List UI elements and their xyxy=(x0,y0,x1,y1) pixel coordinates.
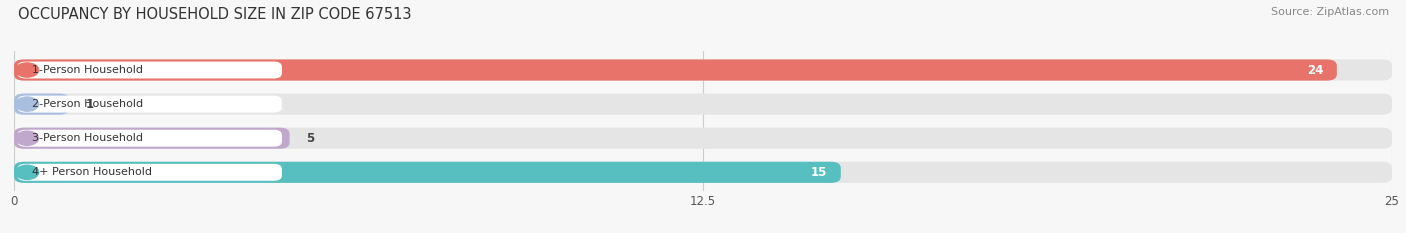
FancyBboxPatch shape xyxy=(17,164,283,181)
Text: 4+ Person Household: 4+ Person Household xyxy=(32,167,152,177)
Text: OCCUPANCY BY HOUSEHOLD SIZE IN ZIP CODE 67513: OCCUPANCY BY HOUSEHOLD SIZE IN ZIP CODE … xyxy=(18,7,412,22)
Text: 24: 24 xyxy=(1306,64,1323,76)
FancyBboxPatch shape xyxy=(14,128,1392,149)
Text: 1-Person Household: 1-Person Household xyxy=(32,65,143,75)
FancyBboxPatch shape xyxy=(14,162,841,183)
FancyBboxPatch shape xyxy=(17,62,283,79)
FancyBboxPatch shape xyxy=(14,59,1392,81)
FancyBboxPatch shape xyxy=(14,162,1392,183)
Text: 3-Person Household: 3-Person Household xyxy=(32,133,143,143)
FancyBboxPatch shape xyxy=(17,130,283,147)
Circle shape xyxy=(15,63,38,77)
Text: Source: ZipAtlas.com: Source: ZipAtlas.com xyxy=(1271,7,1389,17)
FancyBboxPatch shape xyxy=(14,93,1392,115)
FancyBboxPatch shape xyxy=(14,93,69,115)
Text: 1: 1 xyxy=(86,98,94,111)
FancyBboxPatch shape xyxy=(14,128,290,149)
Circle shape xyxy=(15,97,38,111)
Circle shape xyxy=(15,131,38,145)
Text: 2-Person Household: 2-Person Household xyxy=(32,99,143,109)
FancyBboxPatch shape xyxy=(14,59,1337,81)
Circle shape xyxy=(15,165,38,179)
Text: 5: 5 xyxy=(307,132,315,145)
FancyBboxPatch shape xyxy=(17,96,283,113)
Text: 15: 15 xyxy=(811,166,827,179)
